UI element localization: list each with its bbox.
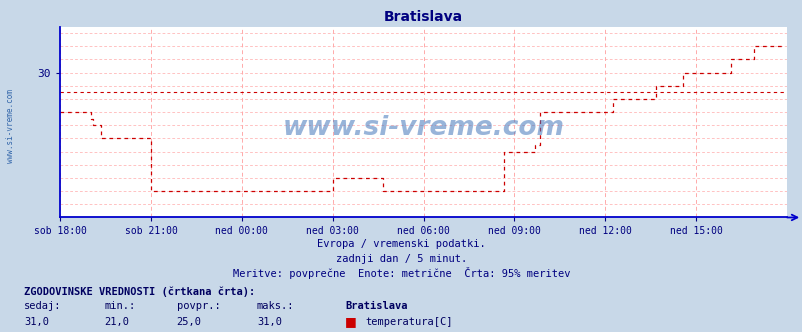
Text: Meritve: povprečne  Enote: metrične  Črta: 95% meritev: Meritve: povprečne Enote: metrične Črta:… <box>233 267 569 279</box>
Title: Bratislava: Bratislava <box>383 10 463 24</box>
Text: 25,0: 25,0 <box>176 317 201 327</box>
Text: 21,0: 21,0 <box>104 317 129 327</box>
Text: ■: ■ <box>345 315 357 328</box>
Text: Bratislava: Bratislava <box>345 301 407 311</box>
Text: temperatura[C]: temperatura[C] <box>365 317 452 327</box>
Text: ZGODOVINSKE VREDNOSTI (črtkana črta):: ZGODOVINSKE VREDNOSTI (črtkana črta): <box>24 286 255 297</box>
Text: www.si-vreme.com: www.si-vreme.com <box>282 115 564 141</box>
Text: min.:: min.: <box>104 301 136 311</box>
Text: 31,0: 31,0 <box>24 317 49 327</box>
Text: maks.:: maks.: <box>257 301 294 311</box>
Text: sedaj:: sedaj: <box>24 301 62 311</box>
Text: zadnji dan / 5 minut.: zadnji dan / 5 minut. <box>335 254 467 264</box>
Text: 31,0: 31,0 <box>257 317 282 327</box>
Text: povpr.:: povpr.: <box>176 301 220 311</box>
Text: Evropa / vremenski podatki.: Evropa / vremenski podatki. <box>317 239 485 249</box>
Text: www.si-vreme.com: www.si-vreme.com <box>6 89 15 163</box>
